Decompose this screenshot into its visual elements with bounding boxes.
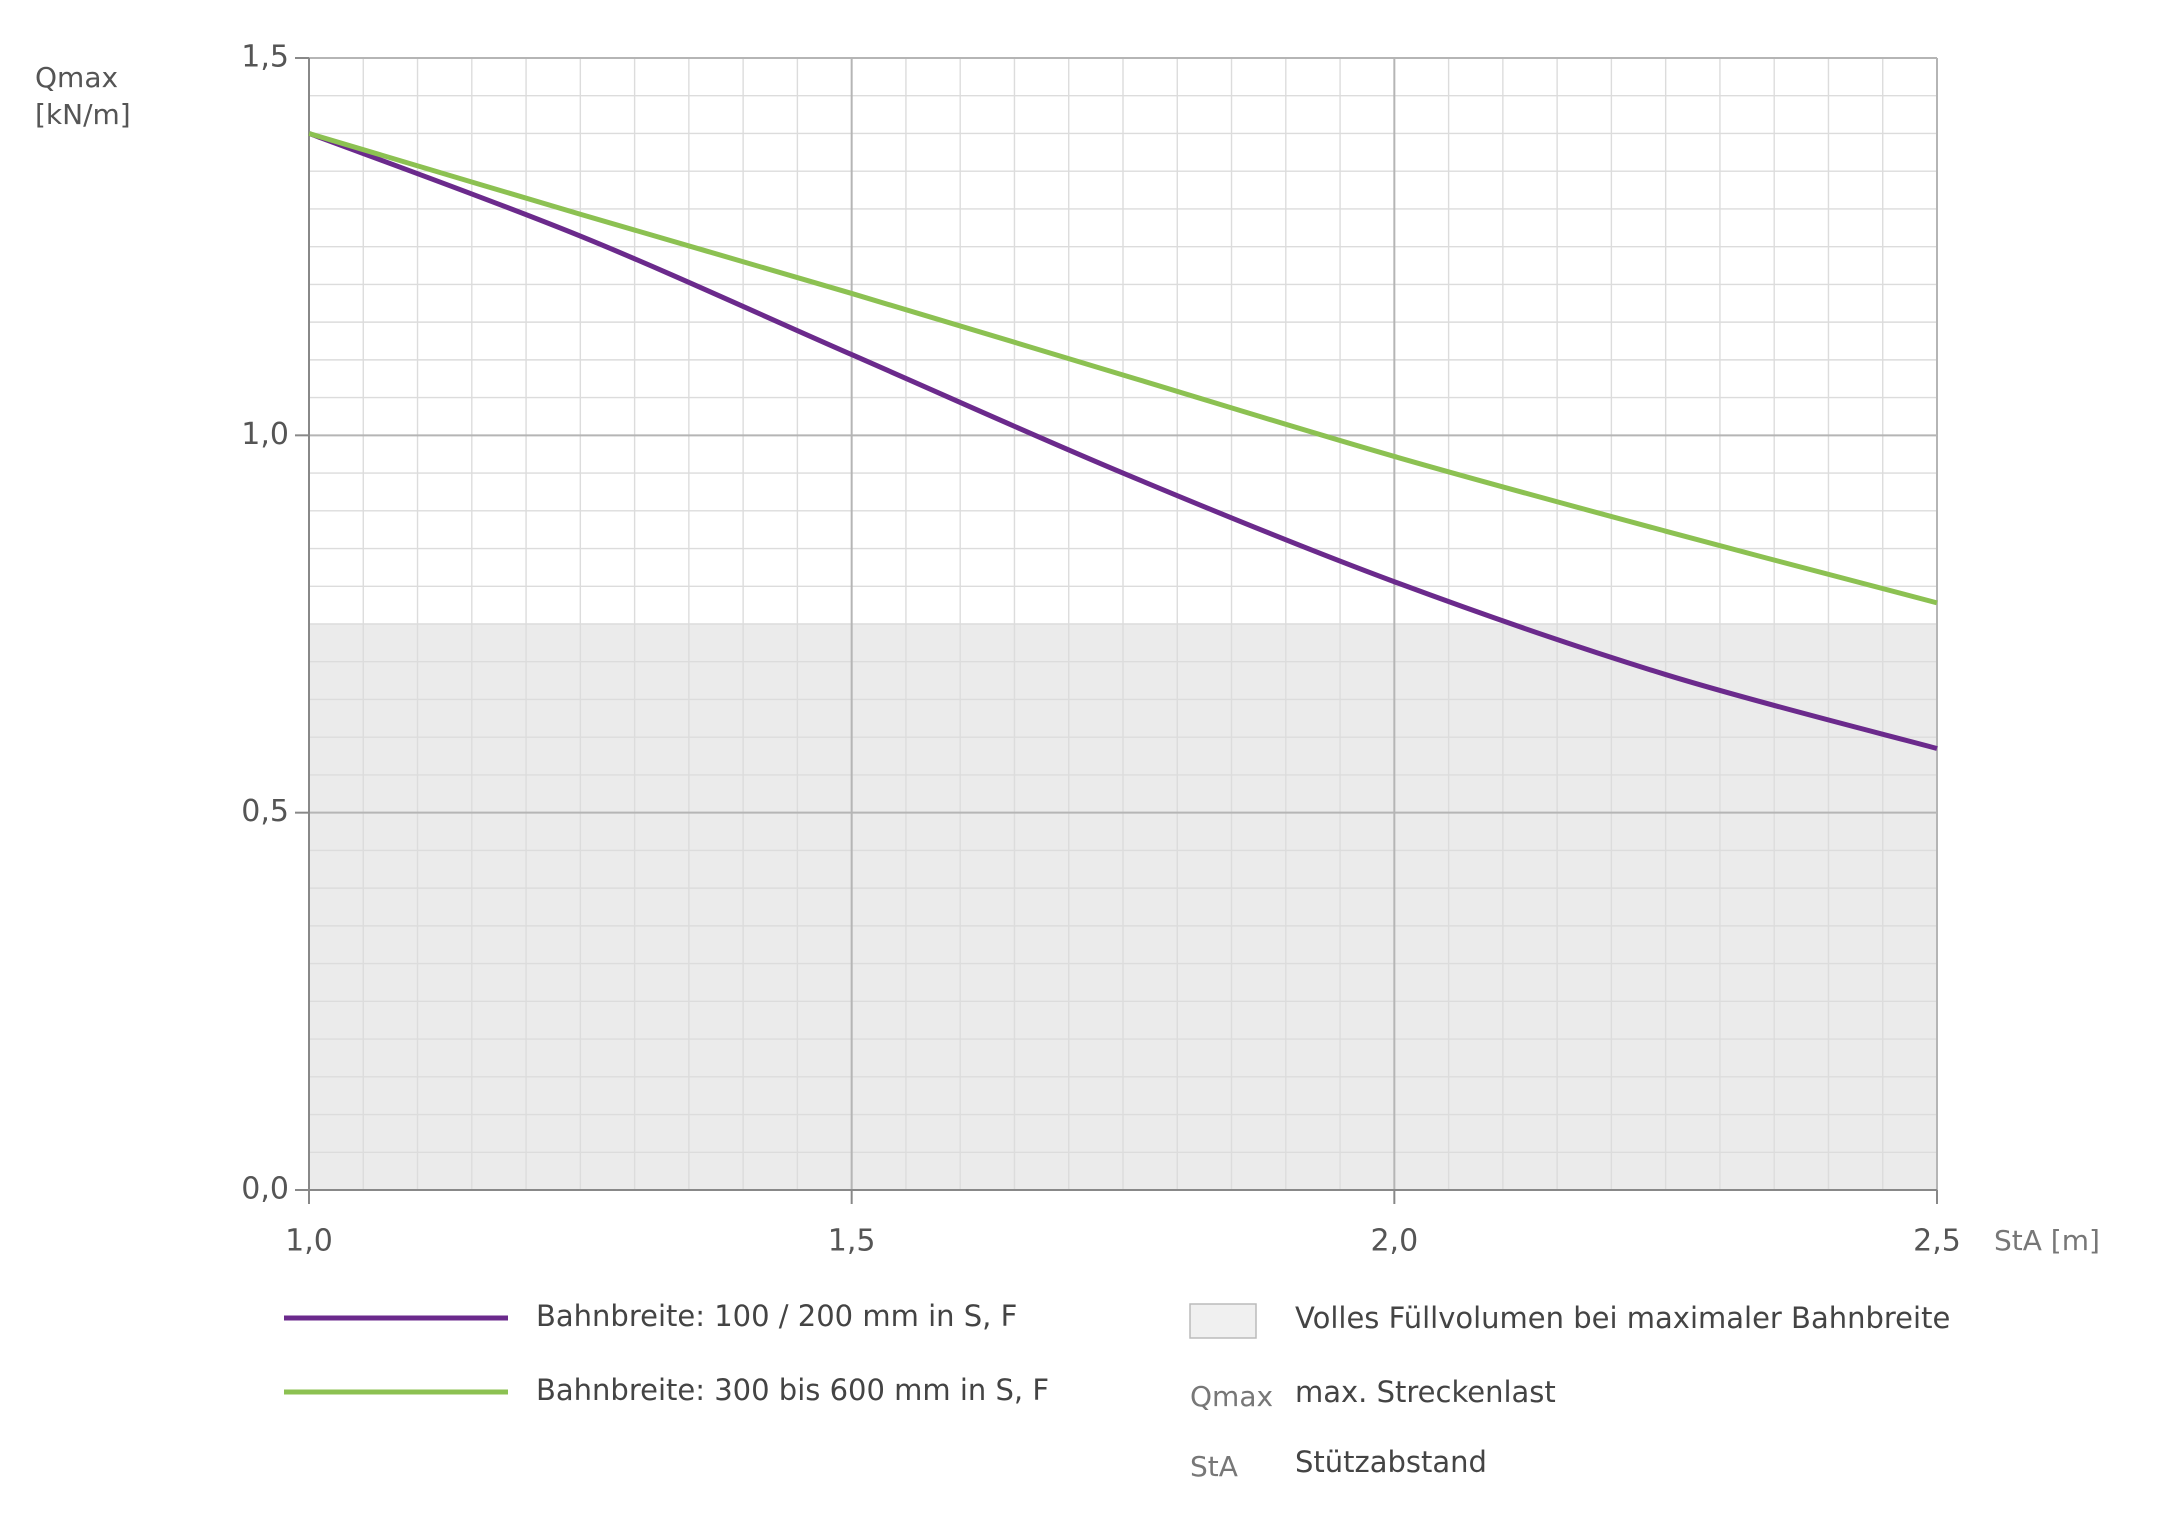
abbreviation-term: Qmax — [1190, 1380, 1273, 1413]
x-tick-label: 1,0 — [285, 1224, 333, 1259]
legend-label: Bahnbreite: 300 bis 600 mm in S, F — [536, 1373, 1049, 1407]
legend-swatch — [1189, 1303, 1257, 1339]
y-tick-label: 0,5 — [241, 794, 289, 829]
x-axis-label: StA [m] — [1994, 1224, 2100, 1257]
y-axis-label: [kN/m] — [35, 98, 131, 131]
series-line — [308, 131, 1938, 751]
series-line — [308, 131, 1938, 606]
x-tick-label: 2,5 — [1913, 1224, 1961, 1259]
legend-label: Volles Füllvolumen bei maximaler Bahnbre… — [1295, 1301, 1950, 1335]
x-tick-label: 2,0 — [1370, 1224, 1418, 1259]
legend: Bahnbreite: 100 / 200 mm in S, F Bahnbrei… — [284, 1299, 1950, 1483]
abbreviation-text: max. Streckenlast — [1295, 1375, 1556, 1409]
abbreviation-term: StA — [1190, 1450, 1238, 1483]
legend-label: Bahnbreite: 100 / 200 mm in S, F — [536, 1299, 1017, 1333]
x-tick-label: 1,5 — [828, 1224, 876, 1259]
y-axis-label: Qmax — [35, 61, 118, 94]
abbreviation-text: Stützabstand — [1295, 1445, 1487, 1479]
y-tick-label: 0,0 — [241, 1172, 289, 1207]
y-tick-label: 1,5 — [241, 40, 289, 75]
y-tick-label: 1,0 — [241, 417, 289, 452]
